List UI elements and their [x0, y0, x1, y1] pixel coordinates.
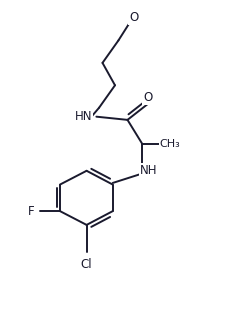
Text: HN: HN	[74, 110, 92, 123]
Text: CH₃: CH₃	[159, 139, 180, 149]
Text: O: O	[143, 91, 152, 104]
Text: F: F	[27, 205, 34, 218]
Text: Cl: Cl	[80, 258, 92, 271]
Text: NH: NH	[140, 164, 157, 177]
Text: O: O	[129, 11, 138, 24]
